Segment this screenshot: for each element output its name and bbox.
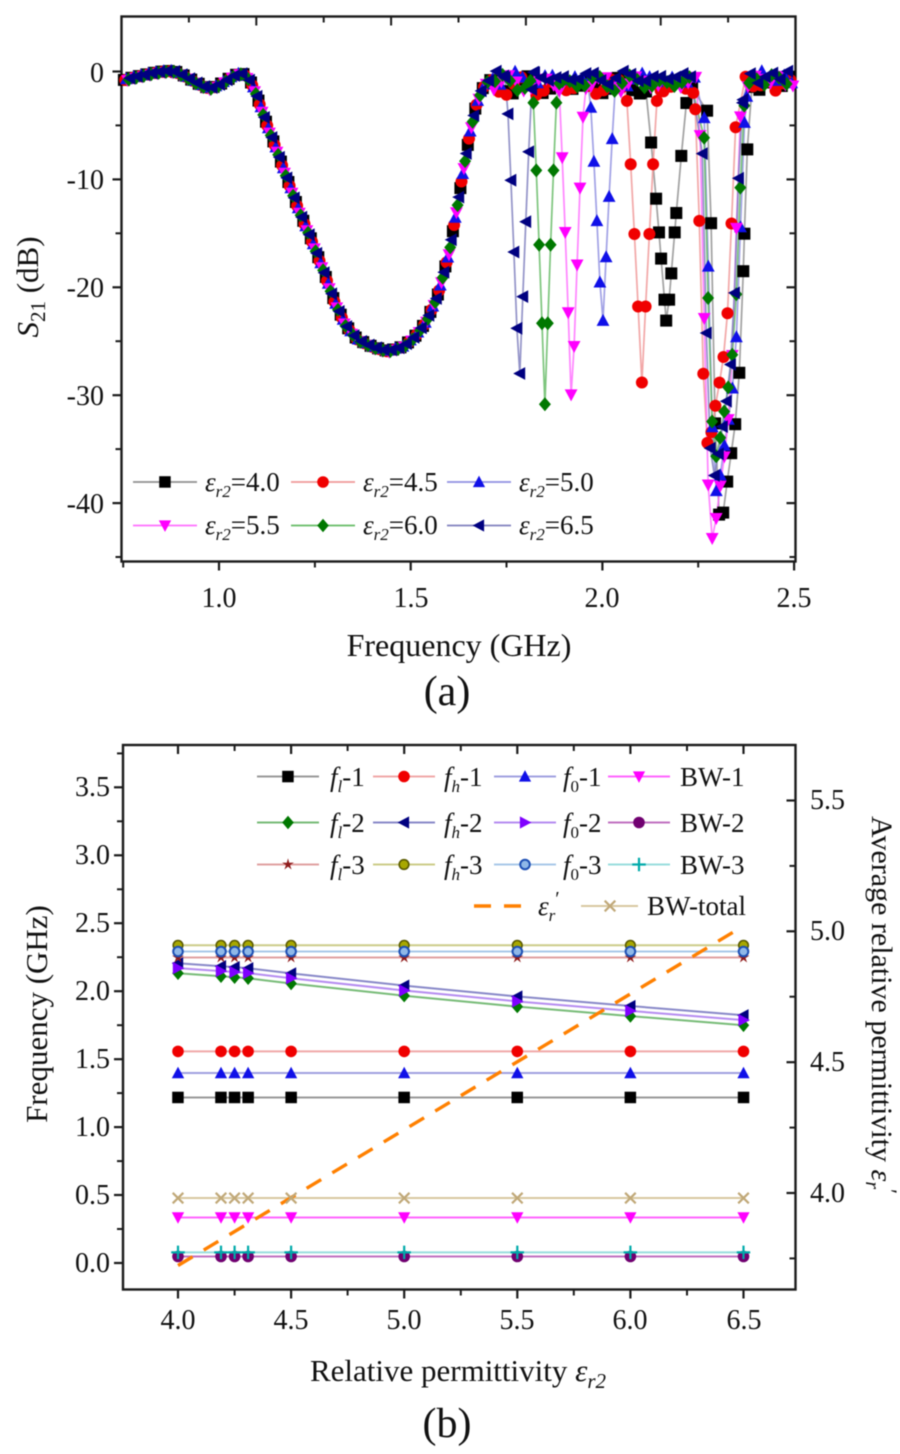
svg-text:f0-2: f0-2: [563, 808, 602, 842]
svg-text:-10: -10: [67, 165, 104, 196]
svg-text:2.5: 2.5: [777, 583, 812, 614]
svg-text:3.5: 3.5: [75, 772, 110, 803]
svg-text:5.0: 5.0: [810, 916, 845, 947]
svg-text:εr2=4.5: εr2=4.5: [363, 467, 438, 501]
svg-text:BW-3: BW-3: [680, 850, 745, 880]
svg-text:0.5: 0.5: [75, 1180, 110, 1211]
svg-text:2.0: 2.0: [585, 583, 620, 614]
svg-text:5.0: 5.0: [387, 1305, 422, 1336]
svg-text:3.0: 3.0: [75, 840, 110, 871]
svg-text:Relative permittivity εr2: Relative permittivity εr2: [310, 1353, 607, 1393]
svg-text:0.0: 0.0: [75, 1248, 110, 1279]
svg-text:εr2=6.0: εr2=6.0: [363, 510, 438, 544]
svg-text:BW-2: BW-2: [680, 808, 745, 838]
svg-text:fl-3: fl-3: [330, 850, 365, 884]
svg-text:4.0: 4.0: [810, 1178, 845, 1209]
svg-text:4.0: 4.0: [161, 1305, 196, 1336]
svg-text:(a): (a): [424, 669, 471, 715]
svg-text:f0-1: f0-1: [563, 762, 602, 796]
svg-text:εr2=5.0: εr2=5.0: [519, 467, 594, 501]
svg-text:-20: -20: [67, 273, 104, 304]
svg-text:S21 (dB): S21 (dB): [10, 236, 50, 337]
svg-text:1.5: 1.5: [394, 583, 429, 614]
svg-text:6.5: 6.5: [727, 1305, 762, 1336]
svg-text:5.5: 5.5: [810, 785, 845, 816]
svg-text:fh-1: fh-1: [444, 762, 483, 796]
svg-text:Frequency (GHz): Frequency (GHz): [347, 627, 572, 663]
svg-text:f0-3: f0-3: [563, 850, 602, 884]
svg-text:fl-2: fl-2: [330, 808, 365, 842]
svg-text:6.0: 6.0: [613, 1305, 648, 1336]
svg-text:Average relative permittivity: Average relative permittivity εr′: [861, 816, 900, 1194]
svg-text:4.5: 4.5: [810, 1047, 845, 1078]
svg-text:2.5: 2.5: [75, 908, 110, 939]
svg-text:fh-2: fh-2: [444, 808, 483, 842]
svg-text:1.5: 1.5: [75, 1044, 110, 1075]
svg-text:-30: -30: [67, 381, 104, 412]
svg-text:1.0: 1.0: [202, 583, 237, 614]
svg-text:εr′: εr′: [538, 888, 560, 925]
svg-text:-40: -40: [67, 489, 104, 520]
svg-text:fl-1: fl-1: [330, 762, 365, 796]
svg-text:Frequency (GHz): Frequency (GHz): [19, 905, 54, 1123]
svg-text:1.0: 1.0: [75, 1112, 110, 1143]
svg-text:5.5: 5.5: [500, 1305, 535, 1336]
svg-text:2.0: 2.0: [75, 976, 110, 1007]
svg-text:fh-3: fh-3: [444, 850, 483, 884]
svg-text:4.5: 4.5: [274, 1305, 309, 1336]
svg-text:BW-total: BW-total: [647, 891, 746, 921]
svg-text:εr2=6.5: εr2=6.5: [519, 510, 594, 544]
svg-text:0: 0: [90, 58, 104, 89]
svg-text:εr2=5.5: εr2=5.5: [205, 510, 280, 544]
svg-text:BW-1: BW-1: [680, 762, 745, 792]
svg-text:(b): (b): [423, 1401, 472, 1447]
svg-text:εr2=4.0: εr2=4.0: [205, 467, 280, 501]
